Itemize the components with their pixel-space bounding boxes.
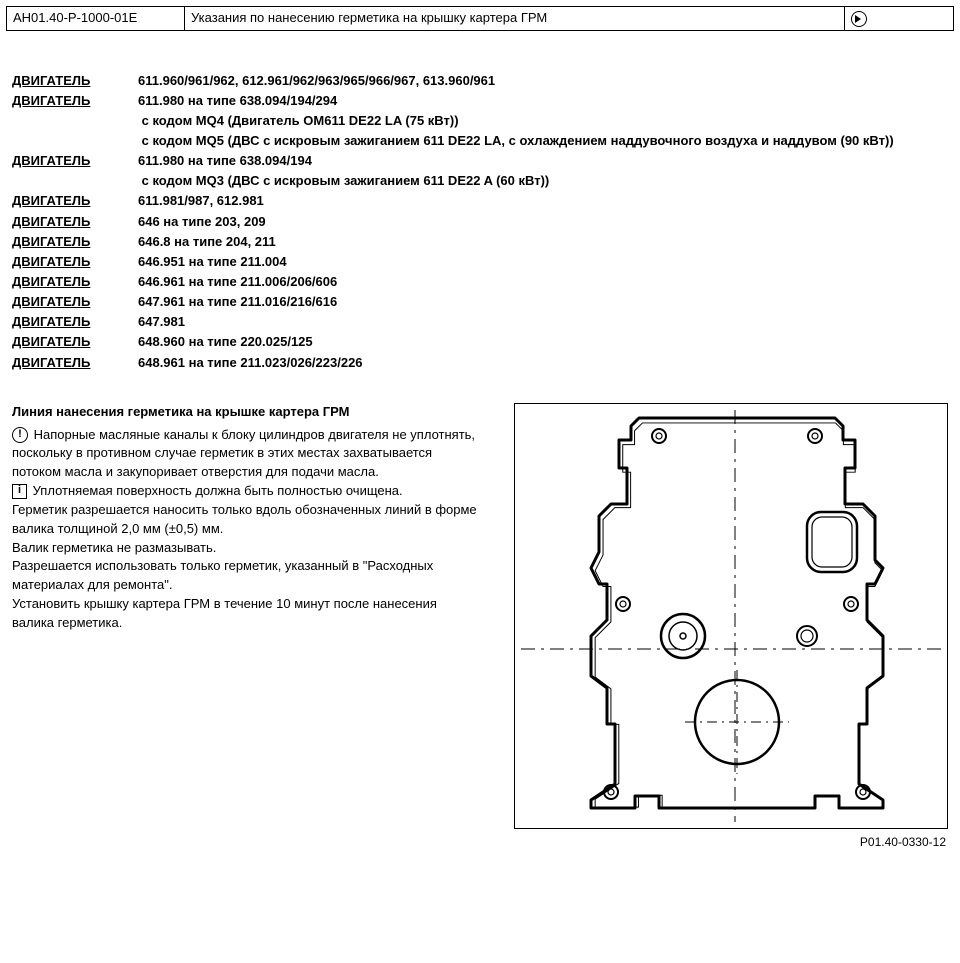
engine-row: ДВИГАТЕЛЬ646.8 на типе 204, 211 bbox=[12, 232, 948, 252]
engine-value: 646.951 на типе 211.004 bbox=[138, 252, 948, 272]
diagram-column: P01.40-0330-12 bbox=[492, 403, 948, 849]
engine-value: 648.961 на типе 211.023/026/223/226 bbox=[138, 353, 948, 373]
engine-value: 611.980 на типе 638.094/194 bbox=[138, 151, 948, 171]
paragraph: Уплотняемая поверхность должна быть полн… bbox=[12, 482, 482, 501]
engine-value: 611.981/987, 612.981 bbox=[138, 191, 948, 211]
engine-list: ДВИГАТЕЛЬ611.960/961/962, 612.961/962/96… bbox=[12, 71, 948, 373]
engine-row: ДВИГАТЕЛЬ611.980 на типе 638.094/194 bbox=[12, 151, 948, 171]
engine-row: ДВИГАТЕЛЬ647.961 на типе 211.016/216/616 bbox=[12, 292, 948, 312]
engine-note: с кодом MQ3 (ДВС с искровым зажиганием 6… bbox=[138, 171, 948, 191]
engine-label: ДВИГАТЕЛЬ bbox=[12, 272, 138, 292]
engine-value: 647.961 на типе 211.016/216/616 bbox=[138, 292, 948, 312]
paragraph-text: Уплотняемая поверхность должна быть полн… bbox=[33, 483, 403, 498]
engine-row: ДВИГАТЕЛЬ646 на типе 203, 209 bbox=[12, 212, 948, 232]
engine-label: ДВИГАТЕЛЬ bbox=[12, 292, 138, 312]
paragraph: Валик герметика не размазывать. bbox=[12, 539, 482, 558]
engine-note: с кодом MQ4 (Двигатель OM611 DE22 LA (75… bbox=[138, 111, 948, 131]
engine-label: ДВИГАТЕЛЬ bbox=[12, 252, 138, 272]
engine-value: 648.960 на типе 220.025/125 bbox=[138, 332, 948, 352]
warning-icon bbox=[12, 427, 28, 443]
info-box-icon bbox=[12, 484, 27, 499]
engine-row: ДВИГАТЕЛЬ648.960 на типе 220.025/125 bbox=[12, 332, 948, 352]
engine-row: ДВИГАТЕЛЬ646.951 на типе 211.004 bbox=[12, 252, 948, 272]
paragraph: Разрешается использовать только герметик… bbox=[12, 557, 482, 595]
paragraph-text: Напорные масляные каналы к блоку цилиндр… bbox=[34, 427, 475, 442]
paragraph: Напорные масляные каналы к блоку цилиндр… bbox=[12, 426, 482, 445]
engine-row: ДВИГАТЕЛЬ648.961 на типе 211.023/026/223… bbox=[12, 353, 948, 373]
instructions-column: Линия нанесения герметика на крышке карт… bbox=[12, 403, 492, 633]
engine-label: ДВИГАТЕЛЬ bbox=[12, 232, 138, 252]
engine-label: ДВИГАТЕЛЬ bbox=[12, 332, 138, 352]
engine-row: ДВИГАТЕЛЬ611.980 на типе 638.094/194/294 bbox=[12, 91, 948, 111]
paragraph: Герметик разрешается наносить только вдо… bbox=[12, 501, 482, 539]
paragraph: поскольку в противном случае герметик в … bbox=[12, 444, 482, 482]
engine-label: ДВИГАТЕЛЬ bbox=[12, 71, 138, 91]
engine-row: ДВИГАТЕЛЬ611.981/987, 612.981 bbox=[12, 191, 948, 211]
engine-value: 611.980 на типе 638.094/194/294 bbox=[138, 91, 948, 111]
engine-row: ДВИГАТЕЛЬ611.960/961/962, 612.961/962/96… bbox=[12, 71, 948, 91]
doc-title: Указания по нанесению герметика на крышк… bbox=[185, 7, 845, 31]
paragraph: Установить крышку картера ГРМ в течение … bbox=[12, 595, 482, 633]
engine-row: ДВИГАТЕЛЬ647.981 bbox=[12, 312, 948, 332]
engine-note: с кодом MQ5 (ДВС с искровым зажиганием 6… bbox=[138, 131, 948, 151]
engine-label: ДВИГАТЕЛЬ bbox=[12, 353, 138, 373]
timing-cover-diagram bbox=[515, 404, 947, 828]
engine-row: ДВИГАТЕЛЬ646.961 на типе 211.006/206/606 bbox=[12, 272, 948, 292]
engine-label: ДВИГАТЕЛЬ bbox=[12, 151, 138, 171]
header-table: AH01.40-P-1000-01E Указания по нанесению… bbox=[6, 6, 954, 31]
engine-label: ДВИГАТЕЛЬ bbox=[12, 312, 138, 332]
section-subtitle: Линия нанесения герметика на крышке карт… bbox=[12, 403, 482, 422]
engine-value: 646.8 на типе 204, 211 bbox=[138, 232, 948, 252]
doc-code: AH01.40-P-1000-01E bbox=[7, 7, 185, 31]
engine-value: 646.961 на типе 211.006/206/606 bbox=[138, 272, 948, 292]
engine-label: ДВИГАТЕЛЬ bbox=[12, 191, 138, 211]
diagram-frame bbox=[514, 403, 948, 829]
engine-value: 646 на типе 203, 209 bbox=[138, 212, 948, 232]
engine-label: ДВИГАТЕЛЬ bbox=[12, 212, 138, 232]
engine-value: 647.981 bbox=[138, 312, 948, 332]
diagram-caption: P01.40-0330-12 bbox=[492, 835, 948, 849]
play-circle-icon bbox=[851, 11, 867, 27]
doc-icon-cell bbox=[845, 7, 954, 31]
engine-label: ДВИГАТЕЛЬ bbox=[12, 91, 138, 111]
engine-value: 611.960/961/962, 612.961/962/963/965/966… bbox=[138, 71, 948, 91]
